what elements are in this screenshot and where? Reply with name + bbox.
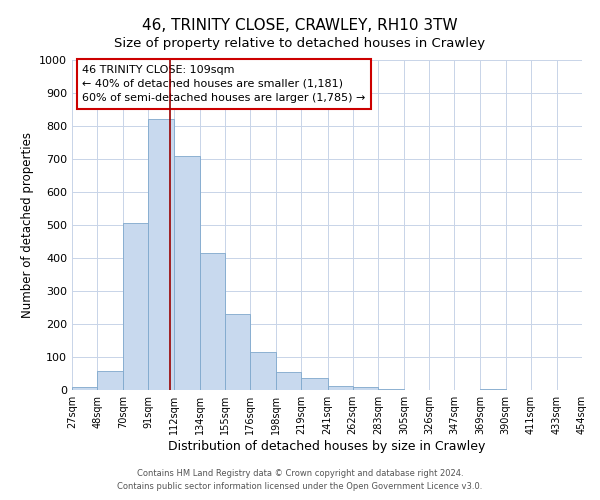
X-axis label: Distribution of detached houses by size in Crawley: Distribution of detached houses by size … — [169, 440, 485, 453]
Text: Contains public sector information licensed under the Open Government Licence v3: Contains public sector information licen… — [118, 482, 482, 491]
Bar — [276, 372, 301, 390]
Text: Contains HM Land Registry data © Crown copyright and database right 2024.: Contains HM Land Registry data © Crown c… — [137, 468, 463, 477]
Bar — [97, 371, 124, 390]
Bar — [328, 386, 353, 390]
Bar — [301, 378, 328, 390]
Bar — [72, 388, 97, 390]
Bar — [378, 389, 404, 390]
Bar — [148, 120, 173, 390]
Bar — [173, 156, 200, 390]
Bar — [200, 253, 225, 390]
Text: 46, TRINITY CLOSE, CRAWLEY, RH10 3TW: 46, TRINITY CLOSE, CRAWLEY, RH10 3TW — [142, 18, 458, 32]
Y-axis label: Number of detached properties: Number of detached properties — [20, 132, 34, 318]
Bar — [225, 314, 250, 390]
Text: 46 TRINITY CLOSE: 109sqm
← 40% of detached houses are smaller (1,181)
60% of sem: 46 TRINITY CLOSE: 109sqm ← 40% of detach… — [82, 65, 365, 103]
Bar — [250, 352, 276, 390]
Text: Size of property relative to detached houses in Crawley: Size of property relative to detached ho… — [115, 38, 485, 51]
Bar — [124, 224, 148, 390]
Bar — [353, 386, 378, 390]
